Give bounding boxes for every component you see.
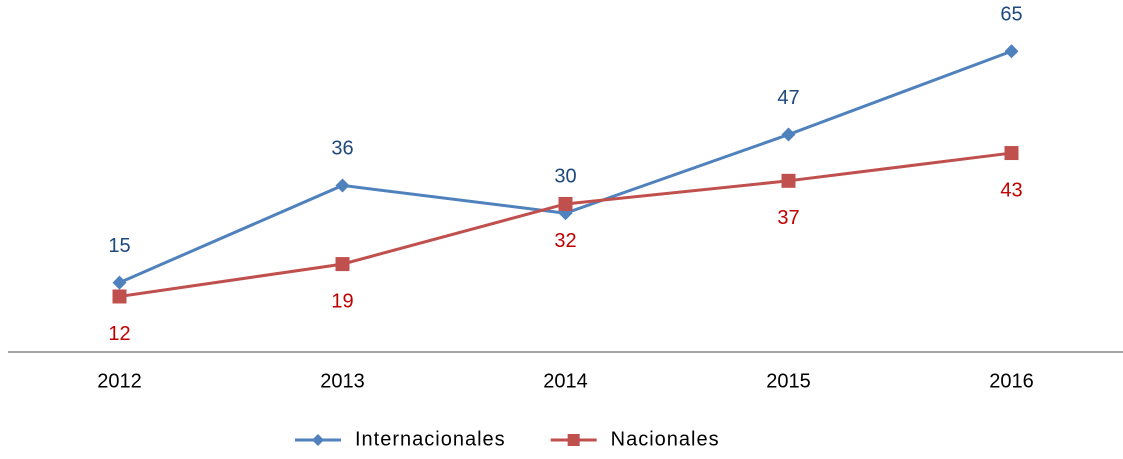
data-label: 30 <box>554 165 576 187</box>
data-label: 12 <box>108 323 130 345</box>
series-marker <box>1004 44 1019 59</box>
data-label: 32 <box>554 230 576 252</box>
data-label: 36 <box>331 138 353 160</box>
series-marker <box>781 127 796 142</box>
series-marker <box>781 173 796 188</box>
x-tick-label: 2014 <box>543 370 588 392</box>
legend-marker <box>567 434 580 446</box>
series-marker <box>335 178 350 193</box>
series-marker <box>112 289 127 304</box>
data-label: 19 <box>331 290 353 312</box>
x-tick-label: 2012 <box>97 370 142 392</box>
legend-label: Internacionales <box>355 428 506 450</box>
series-marker <box>1004 146 1019 161</box>
data-label: 47 <box>777 87 799 109</box>
series-marker <box>112 275 127 290</box>
x-tick-label: 2013 <box>320 370 365 392</box>
x-tick-label: 2015 <box>766 370 811 392</box>
data-label: 65 <box>1000 4 1022 26</box>
data-label: 43 <box>1000 179 1022 201</box>
series-marker <box>335 257 350 272</box>
x-tick-label: 2016 <box>989 370 1034 392</box>
data-label: 15 <box>108 235 130 257</box>
legend-label: Nacionales <box>611 428 720 450</box>
series-marker <box>558 196 573 211</box>
data-label: 37 <box>777 207 799 229</box>
legend-marker <box>312 434 324 446</box>
